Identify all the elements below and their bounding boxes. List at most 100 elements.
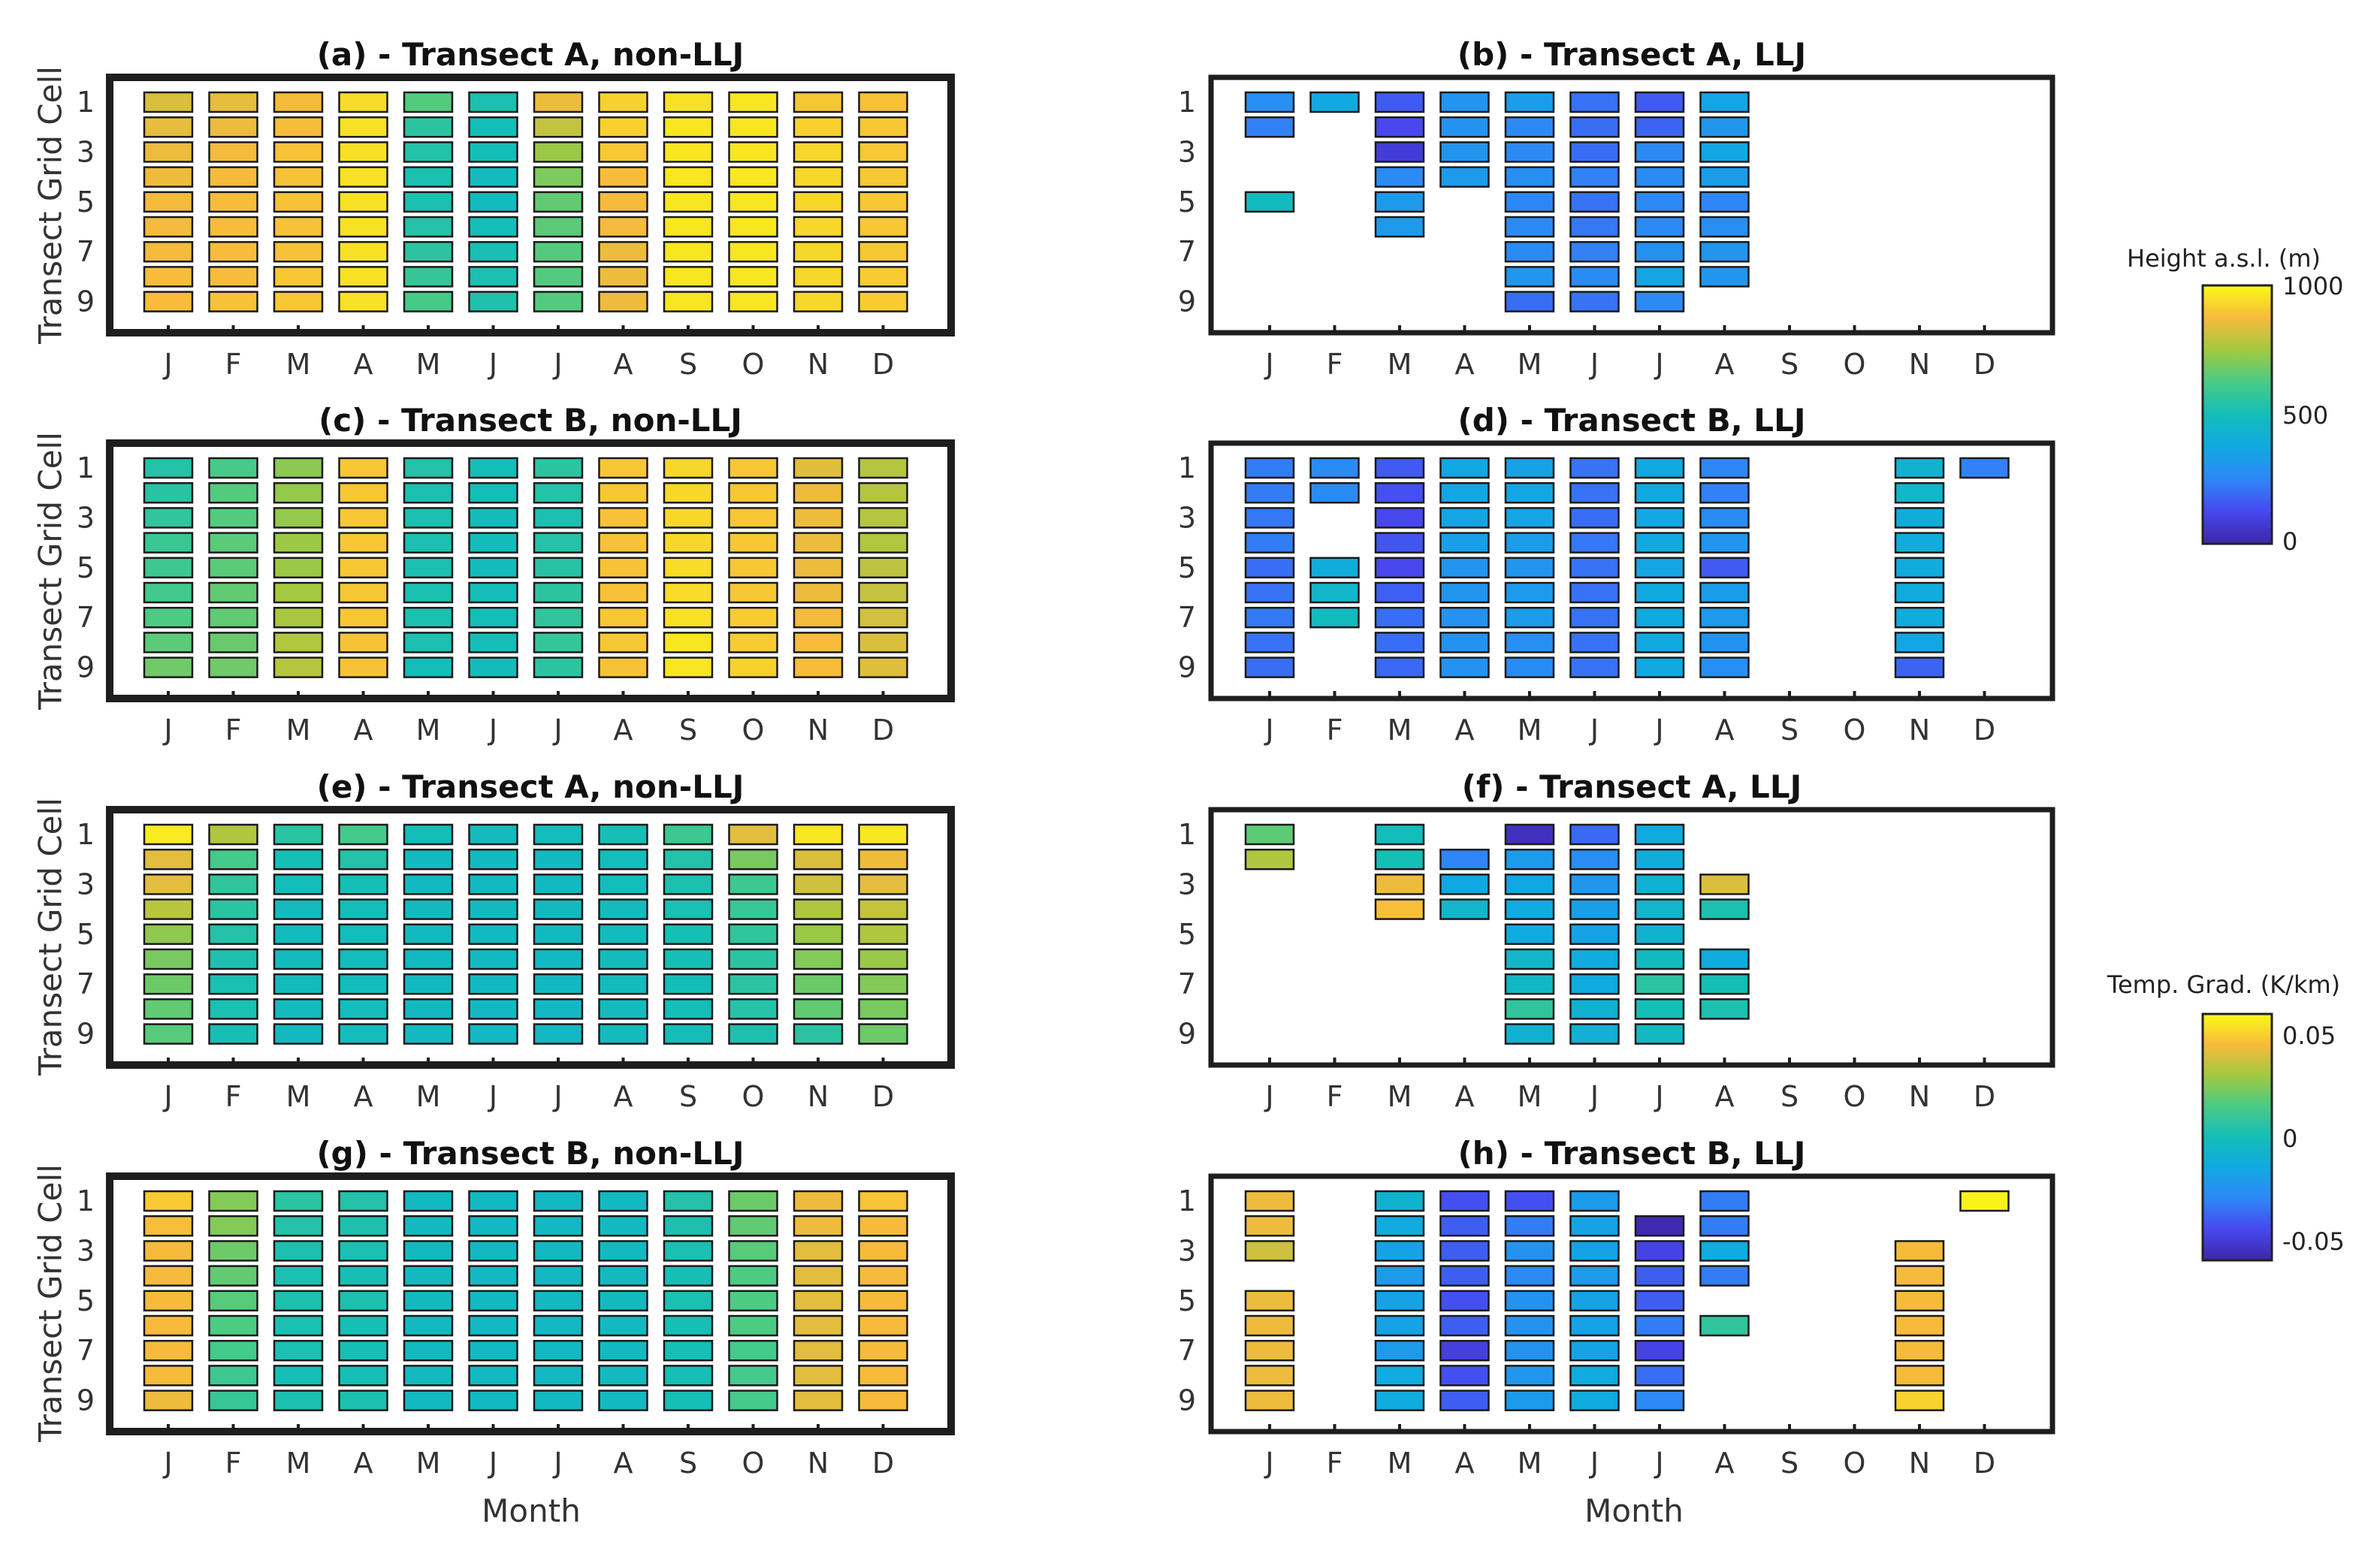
heatmap-cell: [858, 948, 908, 970]
heatmap-cell: [1569, 507, 1620, 529]
heatmap-cell: [1569, 141, 1620, 163]
heatmap-cell: [1504, 191, 1555, 213]
heatmap-cell: [1374, 1190, 1425, 1212]
heatmap-cell: [858, 998, 908, 1020]
heatmap-cell: [1634, 216, 1685, 238]
heatmap-cell: [273, 606, 324, 629]
heatmap-cell: [793, 898, 844, 920]
heatmap-cell: [143, 1365, 194, 1387]
heatmap-cell: [403, 91, 454, 113]
heatmap-cell: [1374, 116, 1425, 138]
heatmap-cell: [1569, 632, 1620, 653]
heatmap-cell: [403, 923, 454, 946]
heatmap-cell: [403, 1290, 454, 1312]
heatmap-cell: [598, 166, 648, 188]
heatmap-cell: [1244, 191, 1295, 213]
heatmap-cell: [793, 1390, 844, 1411]
heatmap-cell: [468, 656, 518, 678]
heatmap-cell: [1634, 1265, 1685, 1287]
heatmap-cell: [1504, 823, 1555, 846]
heatmap-cell: [208, 656, 258, 678]
x-tick-label: M: [1388, 714, 1412, 747]
heatmap-cell: [1634, 266, 1685, 288]
heatmap-cell: [143, 532, 194, 554]
x-tick-label: N: [1909, 1447, 1930, 1480]
heatmap-cell: [793, 656, 844, 678]
x-tick-label: M: [1518, 1080, 1542, 1113]
heatmap-cell: [663, 656, 714, 678]
heatmap-cell: [1569, 166, 1620, 188]
heatmap-cell: [663, 240, 714, 263]
colorbar-height-bar: [2201, 284, 2273, 545]
heatmap-cell: [1244, 481, 1295, 504]
x-tick-label: A: [1455, 714, 1475, 747]
y-tick-label: 9: [1178, 1018, 1196, 1051]
heatmap-cell: [793, 973, 844, 995]
heatmap-cell: [858, 166, 908, 188]
y-tick-label: 7: [1178, 1334, 1196, 1367]
x-tick-label: D: [1974, 348, 1995, 381]
x-tick-label: M: [286, 348, 311, 381]
heatmap-cell: [1634, 116, 1685, 138]
heatmap-cell: [1699, 141, 1750, 163]
heatmap-cell: [663, 481, 714, 504]
heatmap-cell: [858, 91, 908, 113]
y-tick-label: 9: [1178, 651, 1196, 684]
heatmap-cell: [598, 898, 648, 920]
heatmap-cell: [663, 191, 714, 213]
heatmap-cell: [1374, 1240, 1425, 1262]
heatmap-cell: [338, 557, 388, 579]
heatmap-cell: [533, 823, 584, 846]
heatmap-cell: [143, 507, 194, 529]
panel-title-a: (a) - Transect A, non-LLJ: [317, 36, 745, 73]
heatmap-cell: [1244, 457, 1295, 479]
x-tick-label: O: [1844, 1080, 1866, 1113]
heatmap-cell: [1374, 1365, 1425, 1387]
heatmap-cell: [1504, 240, 1555, 263]
heatmap-cell: [533, 141, 584, 163]
x-tick-label: J: [1589, 1447, 1599, 1480]
heatmap-cell: [1374, 216, 1425, 238]
panel-f: (f) - Transect A, LLJ J F M A M J J A S O N D 1 3 5 7 9: [1178, 768, 2055, 1113]
heatmap-cell: [663, 581, 714, 604]
heatmap-cell: [1569, 216, 1620, 238]
heatmap-cell: [728, 557, 778, 579]
y-tick-label: 7: [77, 601, 95, 634]
heatmap-cell: [1894, 1339, 1945, 1362]
heatmap-cell: [1374, 1390, 1425, 1411]
heatmap-cell: [1959, 1190, 2010, 1212]
heatmap-cell: [858, 1190, 908, 1212]
heatmap-cell: [858, 973, 908, 995]
heatmap-cell: [533, 656, 584, 678]
colorbar-temp-label: Temp. Grad. (K/km): [2107, 970, 2340, 999]
heatmap-cell: [793, 557, 844, 579]
x-tick-label: D: [872, 1080, 894, 1113]
heatmap-cell: [208, 823, 258, 846]
y-tick-label: 3: [1178, 868, 1196, 901]
heatmap-cell: [468, 532, 518, 554]
heatmap-cell: [793, 998, 844, 1020]
colorbar-height-tick-max: 1000: [2282, 272, 2343, 300]
heatmap-cell: [1699, 1190, 1750, 1212]
heatmap-cell: [533, 1290, 584, 1312]
heatmap-cell: [468, 1023, 518, 1045]
heatmap-cell: [468, 874, 518, 895]
heatmap-cell: [533, 1365, 584, 1387]
panel-title-h: (h) - Transect B, LLJ: [1458, 1135, 1806, 1172]
heatmap-cell: [208, 632, 258, 653]
heatmap-cell: [1699, 91, 1750, 113]
heatmap-cell: [273, 507, 324, 529]
heatmap-cell: [663, 141, 714, 163]
heatmap-cell: [533, 898, 584, 920]
heatmap-cell: [663, 507, 714, 529]
colorbar-temp-tick-min: -0.05: [2282, 1227, 2345, 1256]
heatmap-cell: [208, 1240, 258, 1262]
heatmap-cell: [1699, 166, 1750, 188]
heatmap-cell: [1439, 898, 1490, 920]
heatmap-cell: [663, 116, 714, 138]
heatmap-cell: [1309, 557, 1360, 579]
y-tick-label: 1: [77, 818, 95, 851]
heatmap-cell: [143, 973, 194, 995]
x-tick-label: A: [354, 348, 373, 381]
heatmap-cell: [728, 481, 778, 504]
